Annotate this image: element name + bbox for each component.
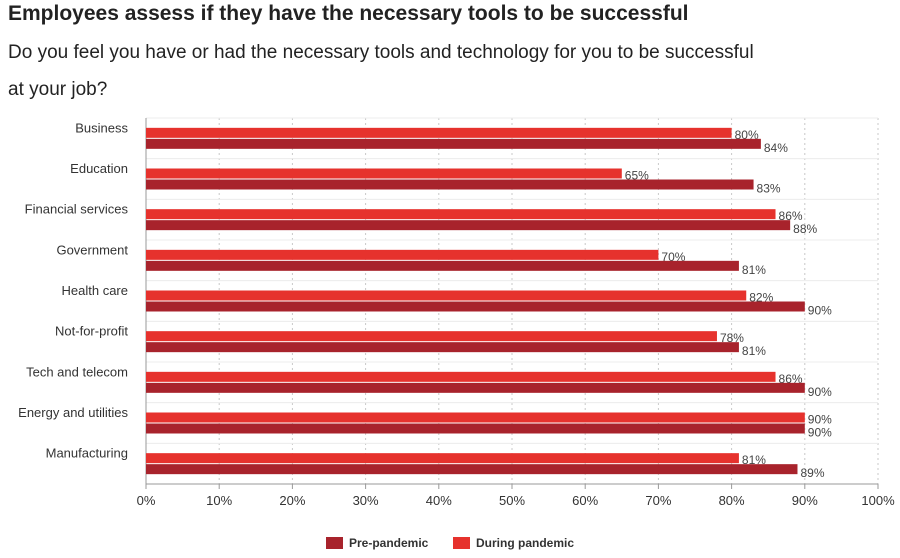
bar-pre-pandemic <box>146 423 805 434</box>
x-tick-label: 50% <box>499 493 525 508</box>
category-label: Government <box>56 242 128 257</box>
x-tick-label: 70% <box>645 493 671 508</box>
data-label-pre-pandemic: 81% <box>742 263 766 277</box>
category-label: Energy and utilities <box>18 405 128 420</box>
bar-during-pandemic <box>146 168 622 179</box>
chart-title: Employees assess if they have the necess… <box>8 2 689 25</box>
bar-pre-pandemic <box>146 342 739 353</box>
data-label-during-pandemic: 80% <box>735 128 759 142</box>
data-label-pre-pandemic: 81% <box>742 344 766 358</box>
x-tick-label: 40% <box>426 493 452 508</box>
data-label-pre-pandemic: 88% <box>793 222 817 236</box>
bar-pre-pandemic <box>146 220 791 231</box>
bar-during-pandemic <box>146 209 776 220</box>
x-tick-label: 80% <box>719 493 745 508</box>
category-label: Business <box>75 120 128 135</box>
bar-pre-pandemic <box>146 138 761 149</box>
bar-pre-pandemic <box>146 301 805 312</box>
category-label: Tech and telecom <box>26 364 128 379</box>
bar-during-pandemic <box>146 127 732 138</box>
data-label-pre-pandemic: 84% <box>764 141 788 155</box>
data-label-pre-pandemic: 89% <box>800 466 824 480</box>
legend-item-during-pandemic: During pandemic <box>453 536 574 550</box>
data-label-pre-pandemic: 90% <box>808 426 832 440</box>
x-tick-label: 10% <box>206 493 232 508</box>
bar-pre-pandemic <box>146 260 739 271</box>
data-label-during-pandemic: 86% <box>779 372 803 386</box>
bar-pre-pandemic <box>146 464 798 475</box>
data-label-during-pandemic: 65% <box>625 169 649 183</box>
category-label: Not-for-profit <box>55 324 128 339</box>
bar-chart: Business 80% 84% Education 65% 83% Financial s… <box>18 117 895 508</box>
data-label-during-pandemic: 70% <box>661 250 685 264</box>
legend-item-pre-pandemic: Pre-pandemic <box>326 536 428 550</box>
data-label-during-pandemic: 90% <box>808 413 832 427</box>
data-label-during-pandemic: 81% <box>742 453 766 467</box>
category-label: Education <box>70 161 128 176</box>
x-tick-label: 60% <box>572 493 598 508</box>
category-label: Health care <box>62 283 128 298</box>
data-label-during-pandemic: 82% <box>749 291 773 305</box>
data-label-during-pandemic: 78% <box>720 331 744 345</box>
legend-swatch-during-pandemic <box>453 537 470 549</box>
bar-during-pandemic <box>146 412 805 423</box>
legend-swatch-pre-pandemic <box>326 537 343 549</box>
bar-during-pandemic <box>146 331 717 342</box>
bar-during-pandemic <box>146 371 776 382</box>
data-label-pre-pandemic: 90% <box>808 304 832 318</box>
category-label: Financial services <box>25 202 129 217</box>
bar-pre-pandemic <box>146 382 805 393</box>
x-tick-label: 30% <box>353 493 379 508</box>
bar-during-pandemic <box>146 249 659 260</box>
data-label-during-pandemic: 86% <box>779 209 803 223</box>
x-tick-label: 0% <box>137 493 156 508</box>
data-label-pre-pandemic: 83% <box>757 182 781 196</box>
legend: Pre-pandemic During pandemic <box>0 536 900 554</box>
category-label: Manufacturing <box>46 446 128 461</box>
x-tick-label: 100% <box>861 493 895 508</box>
legend-label-pre-pandemic: Pre-pandemic <box>349 536 429 550</box>
data-label-pre-pandemic: 90% <box>808 385 832 399</box>
bar-pre-pandemic <box>146 179 754 190</box>
bar-during-pandemic <box>146 453 739 464</box>
chart-subtitle: Do you feel you have or had the necessar… <box>8 42 754 100</box>
x-tick-label: 90% <box>792 493 818 508</box>
bar-during-pandemic <box>146 290 747 301</box>
x-tick-label: 20% <box>279 493 305 508</box>
legend-label-during-pandemic: During pandemic <box>476 536 575 550</box>
